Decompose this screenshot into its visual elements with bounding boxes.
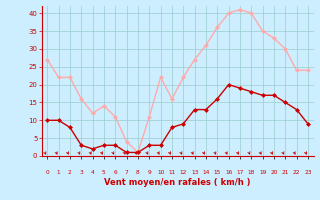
X-axis label: Vent moyen/en rafales ( km/h ): Vent moyen/en rafales ( km/h ) — [104, 178, 251, 187]
